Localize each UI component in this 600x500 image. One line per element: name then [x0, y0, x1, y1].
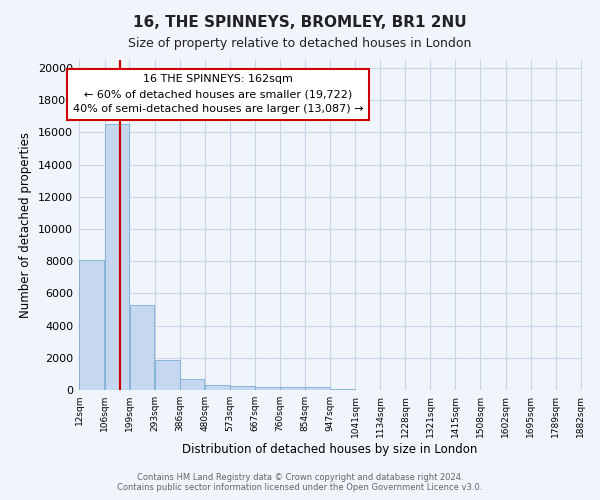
Text: 16, THE SPINNEYS, BROMLEY, BR1 2NU: 16, THE SPINNEYS, BROMLEY, BR1 2NU [133, 15, 467, 30]
Bar [79, 260, 104, 390]
Y-axis label: Number of detached properties: Number of detached properties [19, 132, 32, 318]
Bar [155, 360, 179, 390]
Text: 16 THE SPINNEYS: 162sqm
← 60% of detached houses are smaller (19,722)
40% of sem: 16 THE SPINNEYS: 162sqm ← 60% of detache… [73, 74, 364, 114]
Bar [255, 387, 280, 390]
Bar [179, 378, 205, 390]
Bar [280, 387, 305, 390]
Text: Size of property relative to detached houses in London: Size of property relative to detached ho… [128, 38, 472, 51]
Text: Contains HM Land Registry data © Crown copyright and database right 2024.
Contai: Contains HM Land Registry data © Crown c… [118, 473, 482, 492]
X-axis label: Distribution of detached houses by size in London: Distribution of detached houses by size … [182, 442, 478, 456]
Bar [205, 385, 230, 390]
Bar [330, 389, 355, 390]
Bar [130, 304, 154, 390]
Bar [104, 124, 130, 390]
Bar [305, 387, 330, 390]
Bar [230, 386, 254, 390]
